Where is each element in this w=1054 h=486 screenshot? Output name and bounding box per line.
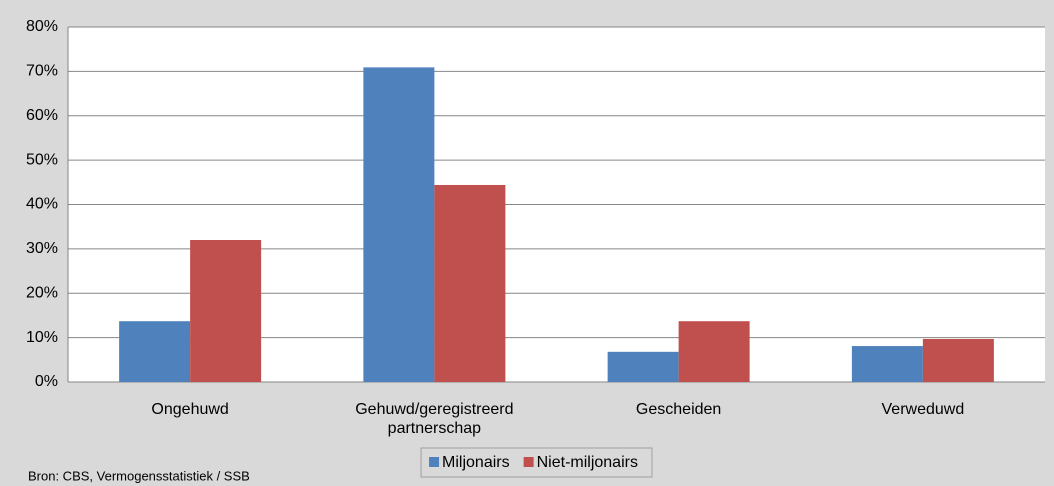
bar [190, 240, 262, 382]
legend-swatch [429, 457, 440, 467]
bar [607, 351, 679, 382]
bar [363, 67, 435, 382]
y-tick-label: 10% [26, 329, 58, 346]
y-tick-label: 20% [26, 284, 58, 301]
x-tick-label: Ongehuwd [151, 401, 228, 418]
y-tick-label: 0% [35, 373, 58, 390]
source-note: Bron: CBS, Vermogensstatistiek / SSB [28, 468, 250, 483]
x-tick-label: Verweduwd [882, 401, 965, 418]
x-tick-label: Gescheiden [636, 401, 721, 418]
x-tick-label: Gehuwd/geregistreerd partnerschap [355, 401, 513, 437]
y-tick-label: 60% [26, 107, 58, 124]
y-tick-label: 50% [26, 151, 58, 168]
legend-box [420, 447, 653, 478]
bar [851, 346, 923, 382]
legend: Miljonairs Niet-miljonairs [420, 447, 653, 478]
y-tick-label: 40% [26, 196, 58, 213]
y-tick-label: 30% [26, 240, 58, 257]
bar [678, 321, 750, 382]
legend-swatch [523, 457, 534, 467]
bar [922, 338, 994, 382]
bar [434, 184, 506, 382]
y-tick-label: 70% [26, 63, 58, 80]
legend-label: Niet-miljonairs [537, 454, 638, 471]
y-tick-label: 80% [26, 18, 58, 35]
bar [119, 321, 191, 382]
legend-label: Miljonairs [442, 454, 510, 471]
